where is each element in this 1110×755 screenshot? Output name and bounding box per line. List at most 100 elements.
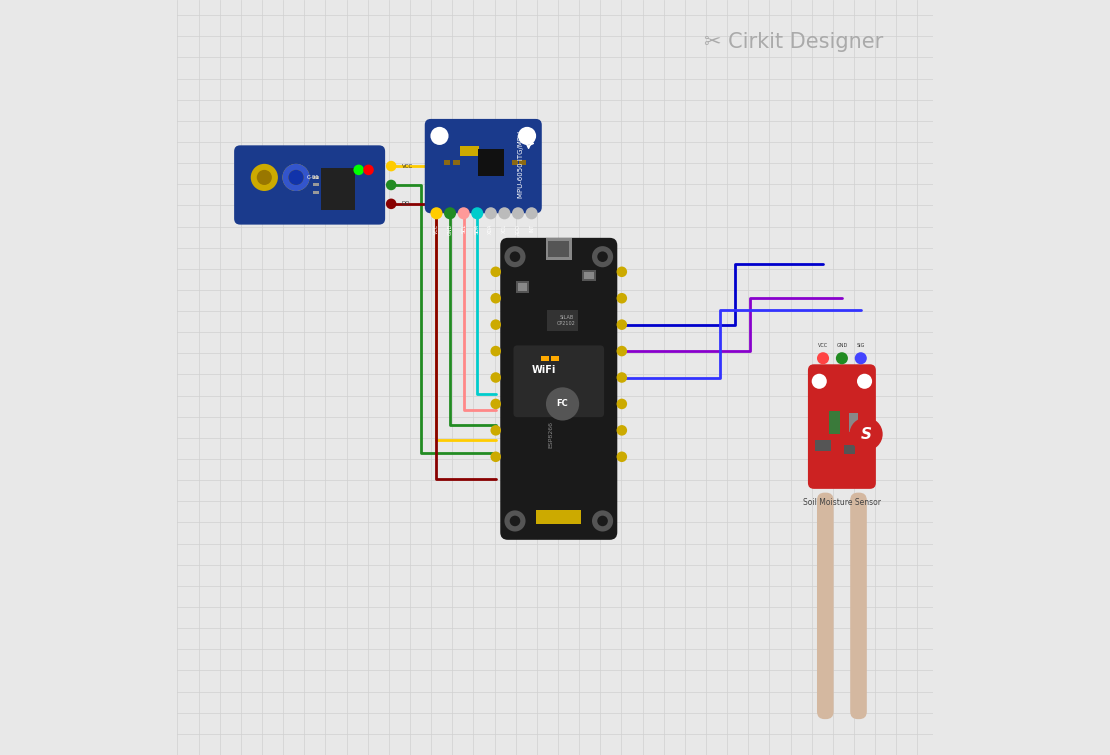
- FancyBboxPatch shape: [501, 238, 617, 540]
- Circle shape: [256, 170, 272, 185]
- Circle shape: [491, 293, 501, 304]
- Circle shape: [616, 293, 627, 304]
- Bar: [519, 160, 526, 165]
- Circle shape: [491, 346, 501, 356]
- Circle shape: [282, 164, 310, 191]
- FancyBboxPatch shape: [817, 493, 834, 719]
- Text: XCL: XCL: [502, 223, 507, 233]
- FancyBboxPatch shape: [514, 346, 604, 417]
- Circle shape: [857, 374, 872, 389]
- Circle shape: [817, 352, 829, 365]
- Circle shape: [518, 127, 536, 145]
- Circle shape: [431, 208, 443, 219]
- Circle shape: [616, 267, 627, 277]
- Circle shape: [616, 425, 627, 436]
- Bar: [585, 272, 594, 279]
- Bar: [518, 283, 527, 291]
- Circle shape: [431, 127, 448, 145]
- Text: SILAB
CP2102: SILAB CP2102: [557, 316, 576, 326]
- Text: VCC: VCC: [818, 343, 828, 347]
- Bar: [844, 445, 855, 454]
- Circle shape: [485, 208, 497, 219]
- Circle shape: [491, 451, 501, 462]
- Circle shape: [491, 399, 501, 409]
- Bar: [313, 183, 319, 186]
- Circle shape: [491, 425, 501, 436]
- Text: WiFi: WiFi: [532, 365, 556, 375]
- Circle shape: [616, 399, 627, 409]
- Bar: [313, 176, 319, 179]
- FancyBboxPatch shape: [808, 365, 876, 489]
- Circle shape: [386, 161, 396, 171]
- Bar: [545, 238, 572, 260]
- Bar: [477, 149, 504, 175]
- Circle shape: [509, 251, 521, 262]
- Bar: [548, 241, 569, 257]
- Circle shape: [491, 319, 501, 330]
- Circle shape: [363, 165, 374, 175]
- Text: S: S: [860, 427, 871, 442]
- Text: Soil Moisture Sensor: Soil Moisture Sensor: [803, 498, 881, 507]
- FancyBboxPatch shape: [234, 145, 385, 225]
- Circle shape: [282, 164, 310, 191]
- Circle shape: [498, 208, 511, 219]
- Bar: [536, 510, 582, 524]
- Circle shape: [592, 510, 613, 532]
- Text: DO: DO: [402, 202, 411, 206]
- Circle shape: [597, 251, 608, 262]
- Circle shape: [289, 170, 304, 185]
- Circle shape: [616, 346, 627, 356]
- Text: SIG: SIG: [857, 343, 865, 347]
- Bar: [313, 191, 319, 194]
- Text: GND: GND: [447, 223, 453, 235]
- Bar: [849, 414, 858, 432]
- Circle shape: [592, 246, 613, 267]
- Text: VCC: VCC: [402, 164, 413, 168]
- Circle shape: [491, 267, 501, 277]
- Circle shape: [386, 180, 396, 190]
- Text: SCL: SCL: [461, 223, 466, 233]
- FancyBboxPatch shape: [850, 493, 867, 719]
- Bar: [461, 146, 480, 156]
- Circle shape: [616, 319, 627, 330]
- Text: ADO: ADO: [515, 223, 521, 235]
- Bar: [542, 356, 549, 361]
- Circle shape: [836, 352, 848, 365]
- FancyBboxPatch shape: [425, 119, 542, 214]
- Circle shape: [525, 208, 537, 219]
- Circle shape: [849, 418, 882, 451]
- Bar: [516, 281, 529, 292]
- Circle shape: [811, 374, 827, 389]
- Circle shape: [251, 164, 278, 191]
- Text: INT: INT: [529, 223, 534, 232]
- Text: XDA: XDA: [488, 223, 493, 234]
- Circle shape: [616, 451, 627, 462]
- Circle shape: [616, 372, 627, 383]
- Circle shape: [546, 387, 579, 421]
- Text: VCC: VCC: [434, 223, 438, 234]
- Circle shape: [289, 170, 304, 185]
- Circle shape: [855, 352, 867, 365]
- Circle shape: [504, 510, 525, 532]
- Text: C-01: C-01: [307, 175, 320, 180]
- Circle shape: [491, 372, 501, 383]
- Circle shape: [386, 199, 396, 209]
- Bar: [454, 160, 461, 165]
- Text: MPU-6050 ITG/MPU: MPU-6050 ITG/MPU: [518, 131, 524, 198]
- Circle shape: [504, 246, 525, 267]
- Text: SDA: SDA: [475, 223, 480, 234]
- Bar: [552, 356, 558, 361]
- Circle shape: [353, 165, 364, 175]
- Circle shape: [444, 208, 456, 219]
- Bar: [444, 160, 451, 165]
- Text: ✂ Cirkit Designer: ✂ Cirkit Designer: [704, 32, 884, 51]
- Text: ESP8266: ESP8266: [548, 421, 554, 448]
- Bar: [816, 439, 830, 451]
- Circle shape: [512, 208, 524, 219]
- Text: FC: FC: [557, 399, 568, 408]
- Circle shape: [597, 516, 608, 526]
- Bar: [512, 160, 518, 165]
- Bar: [829, 411, 840, 434]
- Circle shape: [457, 208, 470, 219]
- Bar: [547, 310, 577, 331]
